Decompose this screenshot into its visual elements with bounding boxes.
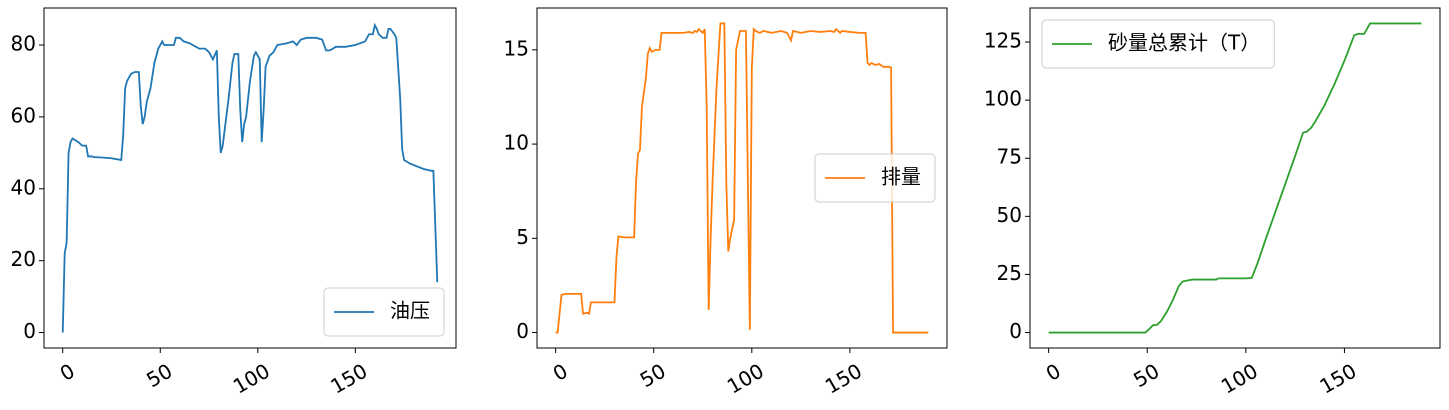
chart-panel: 0 50 100 150 0 5 10 15 排量 [504,7,948,399]
legend: 排量 [814,153,936,203]
axes-frame [43,7,457,349]
y-tick-label: 20 [11,247,36,271]
y-tick-label: 0 [23,319,36,343]
y-tick-label: 40 [11,175,36,199]
x-tick-label: 150 [1315,359,1360,399]
y-tick-label: 50 [997,203,1022,227]
x-tick-label: 50 [1129,359,1163,393]
x-tick-label: 150 [326,359,371,399]
x-tick-label: 0 [549,359,572,386]
series-line [555,22,929,334]
x-tick-label: 50 [142,359,176,393]
chart-panel: 0 50 100 150 0 20 40 60 80 油压 [11,7,457,399]
y-tick-label: 0 [1009,319,1022,343]
y-tick-label: 5 [516,225,529,249]
legend-box [814,153,936,203]
y-tick-label: 0 [516,319,529,343]
legend: 油压 [323,287,445,337]
chart-panel: 0 50 100 150 0 25 50 75 100 125 砂量总累计（T） [984,7,1441,399]
y-tick-label: 10 [504,131,529,155]
y-tick-label: 80 [11,32,36,56]
legend: 砂量总累计（T） [1041,19,1275,69]
x-tick-label: 0 [1042,359,1065,386]
y-tick-label: 75 [997,145,1022,169]
y-tick-label: 60 [11,103,36,127]
legend-box [323,287,445,337]
axes-frame [1029,7,1441,349]
series-line [1048,22,1422,334]
x-tick-label: 100 [229,359,274,399]
x-tick-label: 150 [821,359,866,399]
legend-box [1041,19,1275,69]
legend-label: 砂量总累计（T） [1108,31,1260,55]
x-tick-label: 0 [56,359,79,386]
x-tick-label: 100 [1217,359,1262,399]
y-tick-label: 25 [997,261,1022,285]
series-line [61,22,439,333]
axes-frame [536,7,948,349]
x-tick-label: 100 [723,359,768,399]
legend-label: 排量 [881,165,921,189]
legend-label: 油压 [390,299,430,323]
y-tick-label: 100 [984,87,1022,111]
y-tick-label: 125 [984,29,1022,53]
x-tick-label: 50 [636,359,670,393]
y-tick-label: 15 [504,36,529,60]
